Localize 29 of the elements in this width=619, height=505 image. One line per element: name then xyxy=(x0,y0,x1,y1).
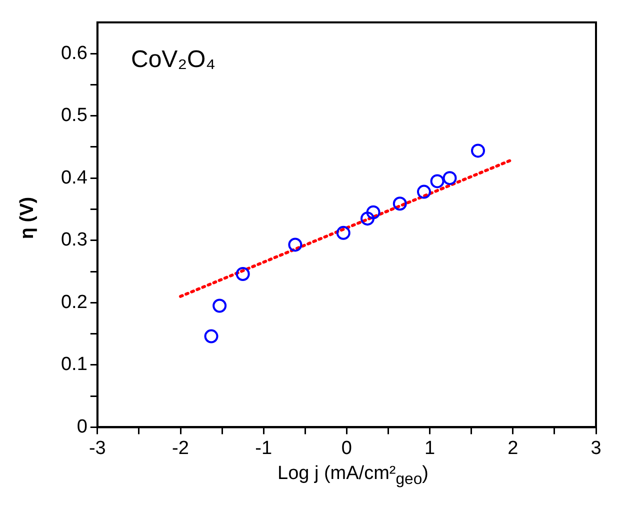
point xyxy=(212,298,227,313)
x-tick-label: 1 xyxy=(424,438,436,459)
point xyxy=(366,205,380,220)
y-tick-label: 0 xyxy=(76,416,88,438)
point xyxy=(236,267,250,281)
y-tick-label: 0.3 xyxy=(60,230,88,251)
y-axis-title: η (V) xyxy=(17,196,39,240)
x-tick-label: -2 xyxy=(172,438,189,459)
point xyxy=(442,171,457,186)
x-tick-label: -1 xyxy=(255,438,272,459)
y-tick-label: 0.4 xyxy=(60,167,88,188)
point xyxy=(288,238,302,252)
x-tick-label: 3 xyxy=(590,438,602,459)
y-tick-label: 0.6 xyxy=(60,42,88,64)
x-tick-label: -3 xyxy=(88,438,106,459)
point xyxy=(416,184,431,199)
point xyxy=(392,196,407,211)
point xyxy=(471,144,485,158)
annotation: CoV₂O₄ xyxy=(131,46,216,74)
point xyxy=(360,212,374,226)
point xyxy=(336,226,350,240)
x-tick-label: 0 xyxy=(341,438,352,459)
y-tick-label: 0.2 xyxy=(60,292,88,313)
y-tick-label: 0.1 xyxy=(60,354,88,376)
point xyxy=(430,174,444,188)
x-tick-label: 2 xyxy=(508,438,518,459)
y-tick-label: 0.5 xyxy=(60,105,88,126)
x-axis-title: Log j (mA/cm²$_{geo}$) xyxy=(276,463,430,489)
point xyxy=(204,329,218,344)
